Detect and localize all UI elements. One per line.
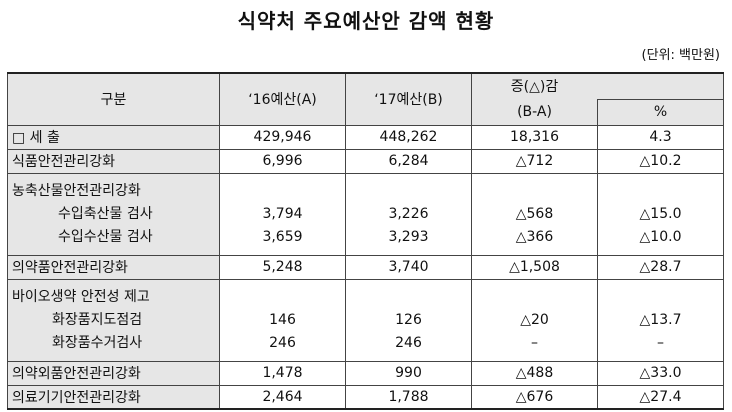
- row-label-agri-main: 농축산물안전관리강화: [12, 182, 141, 199]
- header-category: 구분: [7, 72, 220, 126]
- header-change-label: 증(△)감: [510, 79, 559, 96]
- row-label-food: 식품안전관리강화: [7, 148, 220, 174]
- row-label-agri-sub2: 수입수산물 검사: [58, 228, 153, 245]
- header-change: 증(△)감: [470, 72, 725, 99]
- cell-value: △10.0: [639, 228, 682, 245]
- cell-value: △20: [520, 311, 549, 328]
- cell-stack: 3,794 3,659: [219, 172, 346, 256]
- row-label-agri: 농축산물안전관리강화 수입축산물 검사 수입수산물 검사: [7, 172, 220, 256]
- table-row: 의약외품안전관리강화 1,478 990 △488 △33.0: [7, 360, 725, 386]
- row-label-device: 의료기기안전관리강화: [7, 384, 220, 410]
- cell-value: 429,946: [219, 124, 346, 150]
- table-row: 의약품안전관리강화 5,248 3,740 △1,508 △28.7: [7, 254, 725, 280]
- cell-value: △366: [515, 228, 554, 245]
- row-label-quasi: 의약외품안전관리강화: [7, 360, 220, 386]
- cell-value: 5,248: [219, 254, 346, 280]
- cell-value: 3,740: [345, 254, 472, 280]
- cell-stack: △15.0 △10.0: [596, 172, 725, 256]
- cell-stack: 146 246: [219, 278, 346, 362]
- cell-value: 246: [395, 334, 422, 351]
- header-2016-budget: ‘16예산(A): [219, 72, 346, 126]
- cell-value: 6,284: [345, 148, 472, 174]
- page-title: 식약처 주요예산안 감액 현황: [237, 9, 495, 33]
- row-label-bio-sub2: 화장품수거검사: [52, 334, 143, 351]
- cell-value: 1,788: [345, 384, 472, 410]
- cell-value: 448,262: [345, 124, 472, 150]
- cell-value: △568: [515, 205, 554, 222]
- cell-value: 990: [345, 360, 472, 386]
- budget-table: 구분 ‘16예산(A) ‘17예산(B) 증(△)감 (B-A) % □ 세 출…: [7, 72, 725, 410]
- header-2017-budget: ‘17예산(B): [345, 72, 472, 126]
- cell-value: △27.4: [596, 384, 725, 410]
- cell-value: △488: [471, 360, 598, 386]
- cell-value: 3,794: [262, 205, 303, 222]
- table-row: 농축산물안전관리강화 수입축산물 검사 수입수산물 검사 3,794 3,659…: [7, 172, 725, 256]
- row-label-agri-sub1: 수입축산물 검사: [58, 205, 153, 222]
- cell-value: △10.2: [596, 148, 725, 174]
- cell-value: 246: [269, 334, 296, 351]
- cell-value: 3,293: [388, 228, 429, 245]
- cell-stack: △20 –: [471, 278, 598, 362]
- cell-value: –: [657, 334, 664, 351]
- table-row: 바이오생약 안전성 제고 화장품지도점검 화장품수거검사 146 246 126…: [7, 278, 725, 362]
- cell-value: –: [531, 334, 538, 351]
- cell-value: 2,464: [219, 384, 346, 410]
- table-row: 식품안전관리강화 6,996 6,284 △712 △10.2: [7, 148, 725, 174]
- row-label-bio-sub1: 화장품지도점검: [52, 311, 143, 328]
- cell-stack: 126 246: [345, 278, 472, 362]
- cell-stack: △568 △366: [471, 172, 598, 256]
- cell-value: △28.7: [596, 254, 725, 280]
- cell-value: △13.7: [639, 311, 682, 328]
- cell-stack: △13.7 –: [596, 278, 725, 362]
- cell-value: △33.0: [596, 360, 725, 386]
- table-row: 의료기기안전관리강화 2,464 1,788 △676 △27.4: [7, 384, 725, 410]
- header-change-ba: (B-A): [471, 99, 598, 126]
- cell-value: 3,659: [262, 228, 303, 245]
- cell-value: 3,226: [388, 205, 429, 222]
- row-label-drug: 의약품안전관리강화: [7, 254, 220, 280]
- cell-value: △1,508: [471, 254, 598, 280]
- header-percent: %: [596, 98, 725, 126]
- row-label-bio-main: 바이오생약 안전성 제고: [12, 288, 150, 305]
- cell-value: △676: [471, 384, 598, 410]
- unit-label: (단위: 백만원): [641, 48, 720, 63]
- row-label-bio: 바이오생약 안전성 제고 화장품지도점검 화장품수거검사: [7, 278, 220, 362]
- cell-value: 146: [269, 311, 296, 328]
- cell-value: 18,316: [471, 124, 598, 150]
- cell-stack: 3,226 3,293: [345, 172, 472, 256]
- cell-value: 4.3: [596, 124, 725, 150]
- row-label-total: □ 세 출: [7, 124, 220, 150]
- table-row: □ 세 출 429,946 448,262 18,316 4.3: [7, 124, 725, 150]
- cell-value: 1,478: [219, 360, 346, 386]
- cell-value: △712: [471, 148, 598, 174]
- cell-value: 126: [395, 311, 422, 328]
- cell-value: △15.0: [639, 205, 682, 222]
- cell-value: 6,996: [219, 148, 346, 174]
